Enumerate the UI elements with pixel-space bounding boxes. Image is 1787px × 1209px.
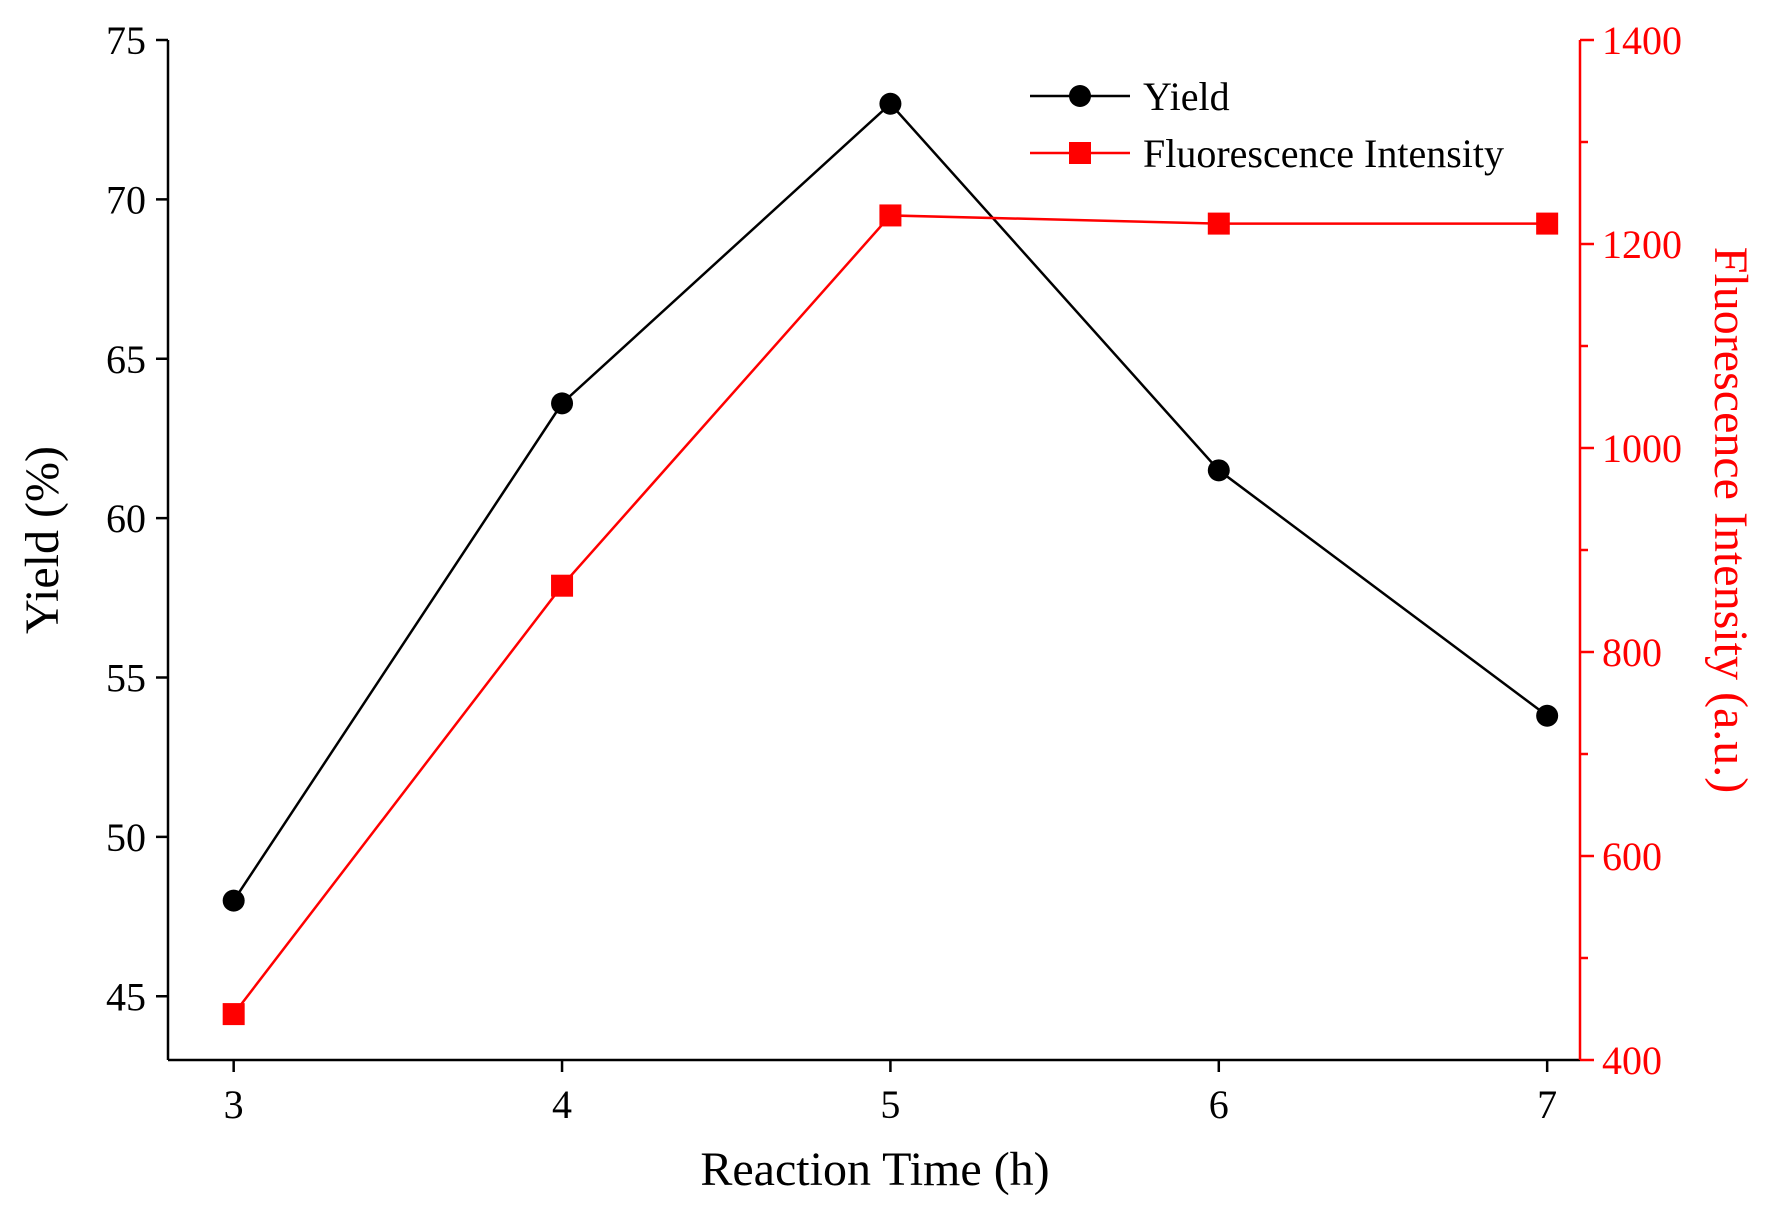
x-tick-label: 5 [880, 1082, 900, 1127]
y-left-tick-label: 75 [106, 18, 146, 63]
fluorescence-data-point [1536, 212, 1559, 235]
y-axis-left-title: Yield (%) [16, 446, 69, 634]
y-left-tick-label: 55 [106, 656, 146, 701]
x-tick-label: 6 [1209, 1082, 1229, 1127]
y-left-tick-label: 60 [106, 496, 146, 541]
legend: Yield Fluorescence Intensity [1030, 74, 1504, 176]
series-layer [222, 92, 1559, 1026]
x-tick-label: 3 [224, 1082, 244, 1127]
y-axis-right-title: Fluorescence Intensity (a.u.) [1704, 247, 1757, 793]
yield-data-point [879, 92, 902, 115]
y-right-tick-label: 1400 [1602, 18, 1682, 63]
fluorescence-data-point [1207, 212, 1230, 235]
y-left-tick-label: 65 [106, 337, 146, 382]
legend-yield-label: Yield [1143, 74, 1230, 119]
fluorescence-data-point [222, 1003, 245, 1026]
y-right-tick-label: 400 [1602, 1038, 1662, 1083]
fluorescence-series-line [232, 214, 1548, 1015]
y-right-tick-label: 1000 [1602, 426, 1682, 471]
y-left-tick-label: 50 [106, 815, 146, 860]
legend-fluorescence-label: Fluorescence Intensity [1143, 131, 1504, 176]
y-right-tick-label: 1200 [1602, 222, 1682, 267]
yield-data-point [1207, 459, 1230, 482]
y-left-tick-label: 45 [106, 974, 146, 1019]
x-tick-label: 7 [1537, 1082, 1557, 1127]
y-right-tick-label: 600 [1602, 834, 1662, 879]
y-right-tick-label: 800 [1602, 630, 1662, 675]
yield-data-point [222, 889, 245, 912]
yield-data-point [1536, 704, 1559, 727]
fluorescence-data-point [879, 204, 902, 227]
legend-yield-marker [1069, 85, 1091, 107]
x-axis-title: Reaction Time (h) [700, 1143, 1049, 1196]
fluorescence-data-point [551, 574, 574, 597]
x-tick-label: 4 [552, 1082, 572, 1127]
legend-fluorescence-marker [1069, 142, 1091, 164]
y-left-tick-label: 70 [106, 177, 146, 222]
yield-data-point [551, 392, 574, 415]
